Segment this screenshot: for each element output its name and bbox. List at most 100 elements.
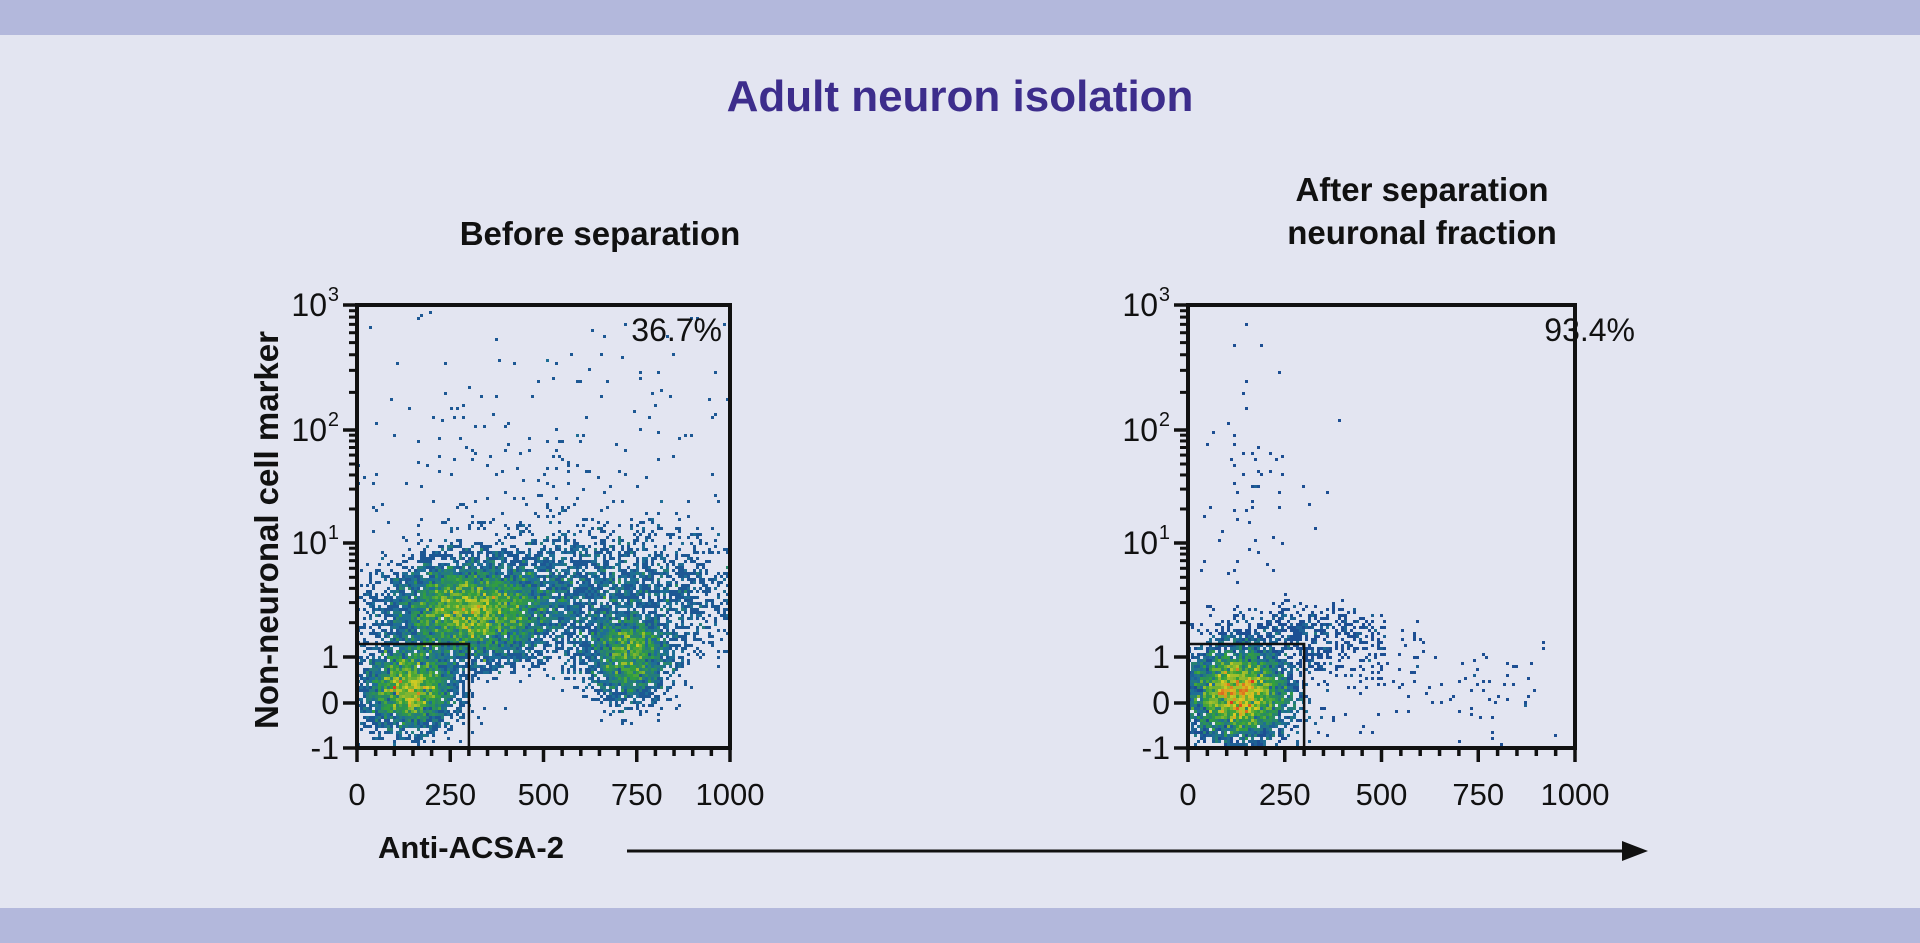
density-bin (675, 635, 678, 638)
density-bin (450, 632, 453, 635)
density-bin (453, 620, 456, 623)
density-bin (693, 587, 696, 590)
density-bin (477, 614, 480, 617)
density-bin (468, 596, 471, 599)
density-bin (612, 641, 615, 644)
density-bin (396, 656, 399, 659)
density-bin (426, 563, 429, 566)
density-bin (648, 680, 651, 683)
density-bin (651, 572, 654, 575)
density-bin (594, 668, 597, 671)
density-bin (690, 602, 693, 605)
density-bin (420, 662, 423, 665)
density-bin (495, 473, 498, 476)
density-bin (387, 689, 390, 692)
density-bin (543, 617, 546, 620)
density-bin (573, 599, 576, 602)
density-bin (480, 671, 483, 674)
density-bin (492, 518, 495, 521)
density-bin (627, 674, 630, 677)
density-bin (387, 587, 390, 590)
density-bin (651, 617, 654, 620)
density-bin (555, 617, 558, 620)
bottom-band (0, 908, 1920, 943)
density-bin (624, 578, 627, 581)
density-bin (426, 632, 429, 635)
density-bin (582, 563, 585, 566)
density-bin (645, 656, 648, 659)
density-bin (462, 653, 465, 656)
density-bin (414, 665, 417, 668)
density-bin (378, 695, 381, 698)
density-bin (537, 575, 540, 578)
density-bin (585, 653, 588, 656)
density-bin (693, 602, 696, 605)
density-bin (693, 581, 696, 584)
density-bin (561, 647, 564, 650)
density-bin (588, 608, 591, 611)
density-bin (519, 593, 522, 596)
density-bin (492, 605, 495, 608)
density-bin (393, 662, 396, 665)
density-bin (369, 698, 372, 701)
density-bin (504, 548, 507, 551)
density-bin (696, 608, 699, 611)
density-bin (438, 701, 441, 704)
density-bin (369, 710, 372, 713)
density-bin (438, 455, 441, 458)
density-bin (471, 677, 474, 680)
density-bin (429, 659, 432, 662)
density-bin (606, 614, 609, 617)
density-bin (387, 647, 390, 650)
density-bin (567, 677, 570, 680)
density-bin (465, 560, 468, 563)
density-points (1188, 323, 1557, 749)
density-bin (669, 659, 672, 662)
density-bin (597, 632, 600, 635)
density-bin (630, 569, 633, 572)
density-bin (600, 632, 603, 635)
density-bin (429, 671, 432, 674)
density-bin (639, 665, 642, 668)
density-bin (426, 635, 429, 638)
density-bin (519, 608, 522, 611)
density-bin (579, 557, 582, 560)
density-bin (537, 599, 540, 602)
density-bin (516, 527, 519, 530)
density-bin (609, 704, 612, 707)
density-bin (456, 656, 459, 659)
density-bin (618, 605, 621, 608)
density-bin (411, 602, 414, 605)
density-bin (432, 566, 435, 569)
density-bin (396, 608, 399, 611)
density-bin (618, 617, 621, 620)
density-bin (411, 665, 414, 668)
density-bin (435, 677, 438, 680)
density-bin (453, 701, 456, 704)
density-bin (411, 668, 414, 671)
density-bin (561, 584, 564, 587)
density-bin (450, 578, 453, 581)
density-bin (576, 524, 579, 527)
density-bin (462, 659, 465, 662)
density-bin (531, 617, 534, 620)
density-bin (375, 641, 378, 644)
density-bin (588, 644, 591, 647)
density-bin (612, 650, 615, 653)
density-bin (690, 581, 693, 584)
density-bin (603, 653, 606, 656)
density-bin (411, 698, 414, 701)
density-bin (450, 572, 453, 575)
density-bin (423, 647, 426, 650)
density-bin (471, 521, 474, 524)
density-bin (627, 629, 630, 632)
density-bin (717, 551, 720, 554)
density-bin (642, 602, 645, 605)
density-bin (432, 698, 435, 701)
density-bin (510, 629, 513, 632)
density-bin (483, 599, 486, 602)
density-bin (600, 617, 603, 620)
density-bin (552, 575, 555, 578)
density-bin (612, 599, 615, 602)
density-bin (525, 557, 528, 560)
